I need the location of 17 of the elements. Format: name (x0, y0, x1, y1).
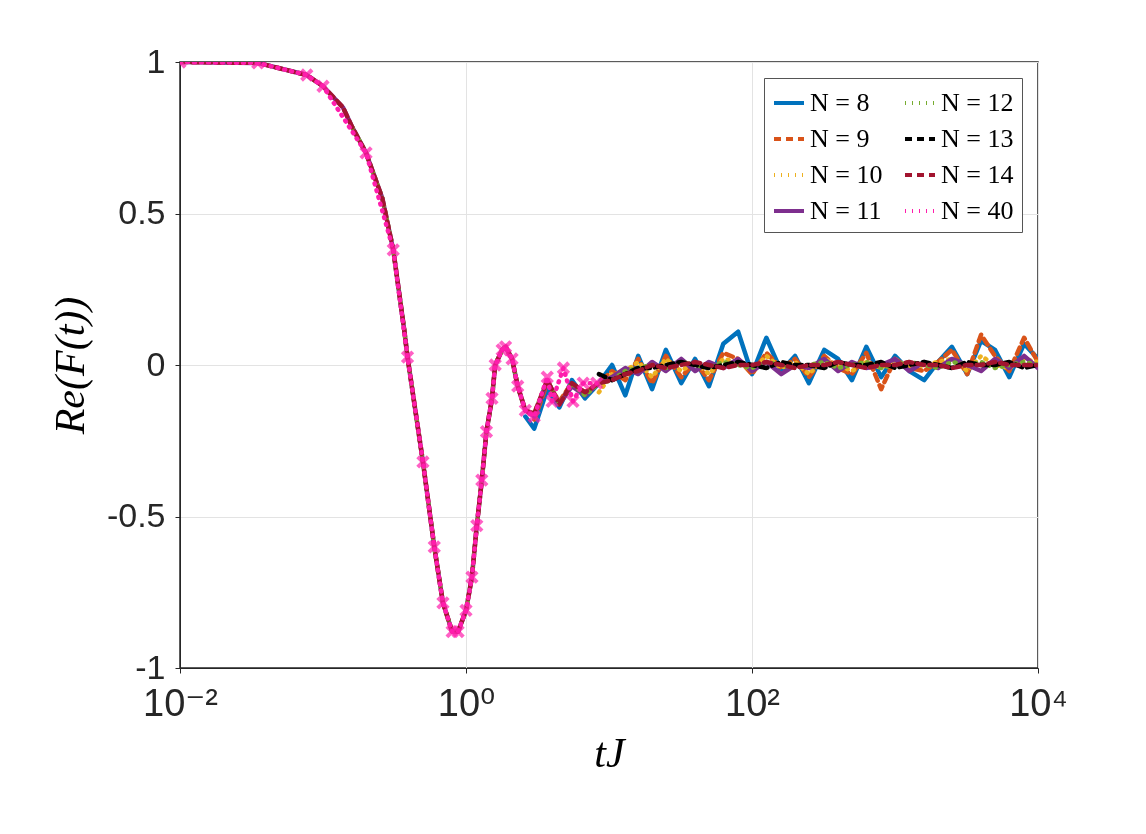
legend-label: N = 13 (941, 124, 1014, 153)
y-tick-label: -0.5 (106, 496, 166, 534)
y-tick-label: 0 (146, 344, 166, 383)
legend-label: N = 40 (941, 196, 1014, 225)
y-tick-label: 1 (146, 41, 166, 80)
x-axis-title: tJ (594, 729, 628, 776)
y-axis-title: Re(F(t)) (46, 296, 94, 436)
legend-label: N = 11 (810, 196, 882, 225)
x-tick-label: 10⁴ (1009, 681, 1068, 724)
legend-label: N = 12 (941, 88, 1014, 117)
y-tick-label: 0.5 (118, 193, 166, 231)
x-tick-label: 10⁰ (437, 681, 496, 724)
legend-label: N = 10 (810, 160, 883, 189)
legend-label: N = 14 (941, 160, 1014, 189)
legend-label: N = 8 (810, 88, 870, 117)
legend-label: N = 9 (810, 124, 870, 153)
x-tick-label: 10² (725, 681, 780, 724)
